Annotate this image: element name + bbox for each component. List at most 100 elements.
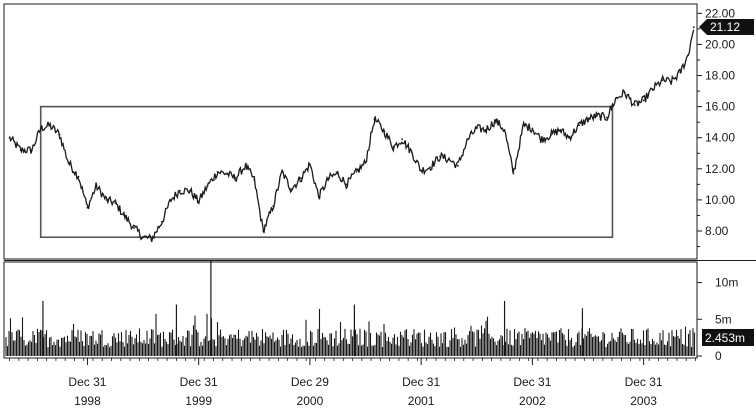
price-point [309, 163, 311, 166]
price-point [123, 214, 125, 217]
price-point [345, 183, 348, 186]
price-point [373, 118, 376, 120]
price-point [8, 136, 11, 139]
price-point [633, 104, 636, 106]
price-point [623, 91, 626, 94]
price-point [522, 124, 525, 127]
price-point [188, 189, 191, 192]
volume-bars-group [5, 260, 696, 356]
price-point [170, 199, 172, 201]
last-price-tag: 21.12 [699, 19, 754, 36]
volume-tick-label: 10m [715, 276, 738, 290]
price-point [105, 199, 108, 201]
price-point [281, 171, 283, 173]
trading-range-box-group [39, 105, 614, 239]
price-tick-label: 14.00 [705, 131, 735, 145]
price-point [642, 99, 645, 102]
last-price-label: 21.12 [710, 20, 740, 34]
price-point [606, 116, 608, 119]
price-point [503, 129, 506, 131]
price-point [392, 146, 395, 148]
price-point [475, 127, 478, 130]
price-point [670, 80, 673, 83]
price-point [336, 172, 339, 175]
price-point [383, 130, 386, 133]
x-tick-label-date: Dec 31 [180, 375, 218, 389]
price-point [401, 138, 404, 141]
price-point [197, 200, 200, 203]
price-point [67, 161, 70, 164]
price-point [484, 129, 487, 131]
price-tick-label: 20.00 [705, 37, 735, 51]
price-point [439, 155, 441, 158]
volume-tick-label: 5m [715, 312, 732, 326]
price-point [651, 88, 654, 91]
x-tick-label-date: Dec 31 [513, 375, 551, 389]
price-point [244, 164, 247, 167]
price-point [151, 237, 153, 240]
x-tick-label-year: 1998 [74, 394, 101, 408]
x-tick-label-year: 2001 [408, 394, 435, 408]
volume-texture [5, 308, 696, 356]
price-pane-frame [3, 3, 698, 260]
price-point [364, 161, 367, 164]
trading-range-box [39, 105, 614, 239]
volume-y-axis: 0 5m 10m [697, 276, 738, 363]
price-tick-label: 22.00 [705, 6, 735, 20]
price-point [448, 158, 450, 161]
price-point [253, 178, 256, 181]
price-point [272, 205, 275, 208]
last-volume-tag: 2.453m [702, 328, 754, 346]
price-point [178, 189, 181, 192]
price-line [8, 29, 695, 243]
price-point [531, 127, 534, 130]
volume-tick-label: 0 [715, 349, 722, 363]
price-point [559, 129, 562, 131]
price-point [19, 149, 22, 152]
price-point [39, 127, 42, 130]
price-point [225, 172, 228, 175]
price-point [327, 177, 330, 180]
x-tick-label-year: 2002 [519, 394, 546, 408]
price-tick-label: 10.00 [705, 193, 735, 207]
x-axis: Dec 31 1998 Dec 31 1999 Dec 29 2000 Dec 31 2001… [9, 358, 696, 408]
price-point [95, 185, 98, 187]
price-tick-label: 18.00 [705, 69, 735, 83]
price-point [550, 133, 553, 136]
price-point [216, 171, 219, 173]
price-point [206, 185, 209, 187]
price-point [133, 227, 136, 229]
price-point [692, 26, 695, 29]
price-point [494, 119, 497, 122]
x-tick-label-date: Dec 29 [291, 375, 329, 389]
price-point [355, 171, 358, 173]
price-point [317, 195, 320, 198]
price-point [114, 202, 117, 204]
price-point [262, 230, 265, 232]
price-point [596, 115, 598, 117]
price-point [77, 175, 80, 178]
price-tick-label: 8.00 [705, 224, 729, 238]
price-point [578, 124, 580, 127]
price-point [456, 164, 459, 167]
x-tick-label-year: 2000 [297, 394, 324, 408]
price-point [48, 124, 51, 127]
price-point [290, 188, 292, 190]
price-point [30, 149, 33, 152]
price-point [540, 138, 543, 141]
price-point [142, 236, 144, 239]
price-point [467, 138, 469, 141]
x-tick-label-year: 2003 [630, 394, 657, 408]
price-tick-label: 16.00 [705, 100, 735, 114]
price-point [420, 169, 422, 172]
price-point [614, 97, 617, 100]
price-series-group [8, 26, 695, 243]
price-point [661, 79, 664, 82]
price-tick-label: 12.00 [705, 162, 735, 176]
price-point [429, 166, 431, 169]
price-point [234, 177, 237, 180]
price-point [687, 54, 689, 57]
price-point [512, 172, 515, 175]
